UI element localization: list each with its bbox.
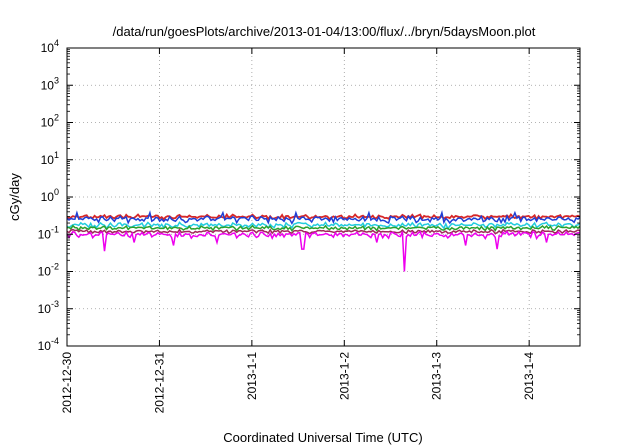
y-tick-label: 102	[41, 113, 59, 130]
x-axis-label: Coordinated Universal Time (UTC)	[223, 430, 422, 445]
x-tick-label: 2012-12-30	[60, 352, 74, 414]
y-tick-label: 103	[41, 75, 59, 92]
y-tick-label: 10-1	[38, 224, 59, 241]
y-ticks: 104 103 102 101 100 10-1 10-2 10-3 10-4	[38, 38, 580, 353]
series-line	[66, 228, 581, 235]
series-line	[66, 212, 581, 222]
grid	[67, 48, 580, 346]
x-tick-label: 2013-1-3	[430, 352, 444, 400]
y-axis-label: cGy/day	[7, 173, 22, 221]
series-group	[66, 210, 581, 272]
x-tick-label: 2013-1-2	[337, 352, 351, 400]
series-line	[66, 210, 581, 225]
y-tick-label: 101	[41, 150, 59, 167]
series-line	[66, 221, 581, 231]
series-line	[66, 224, 581, 232]
chart-title: /data/run/goesPlots/archive/2013-01-04/1…	[113, 24, 536, 39]
y-tick-label: 100	[41, 187, 59, 204]
x-tick-label: 2013-1-1	[245, 352, 259, 400]
x-tick-label: 2012-12-31	[152, 352, 166, 414]
y-tick-label: 10-4	[38, 336, 59, 353]
series-line	[66, 230, 581, 272]
y-tick-label: 104	[41, 38, 59, 55]
y-tick-label: 10-3	[38, 299, 59, 316]
x-tick-label: 2013-1-4	[522, 352, 536, 400]
y-tick-label: 10-2	[38, 262, 59, 279]
x-ticks: 2012-12-30 2012-12-31 2013-1-1 2013-1-2 2013…	[60, 48, 536, 413]
